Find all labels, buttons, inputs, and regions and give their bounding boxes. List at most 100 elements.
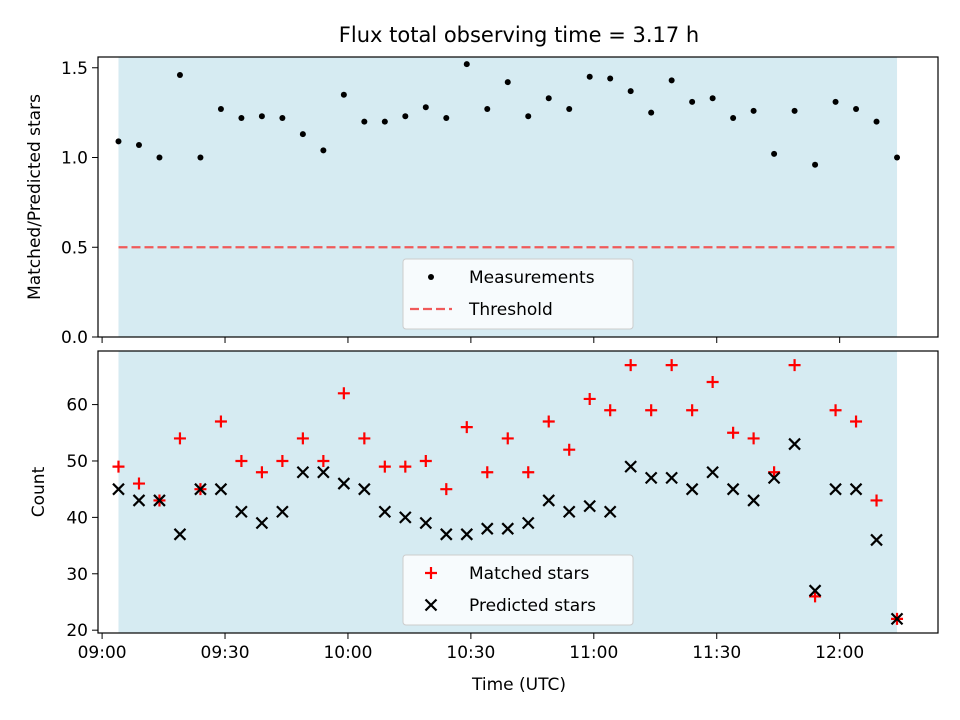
matched-stars-point — [686, 404, 699, 417]
measurement-point — [463, 61, 470, 68]
measurement-point — [402, 113, 409, 120]
predicted-stars-point — [235, 505, 248, 519]
matched-stars-point — [788, 359, 801, 372]
x-tick-label: 09:00 — [78, 643, 127, 663]
measurement-point — [238, 115, 245, 122]
matched-stars-point — [768, 466, 781, 479]
matched-stars-point — [214, 415, 227, 428]
predicted-stars-point — [255, 516, 269, 530]
matched-stars-point — [624, 359, 637, 372]
measurement-point — [627, 88, 634, 95]
measurement-point — [812, 161, 819, 168]
measurement-point — [443, 115, 450, 122]
bottom-y-axis-label: Count — [29, 466, 49, 517]
measurement-point — [340, 91, 347, 98]
measurement-point — [381, 118, 388, 125]
y-tick-label: 60 — [66, 396, 88, 416]
predicted-stars-point — [665, 471, 678, 485]
measurement-point — [709, 95, 716, 102]
predicted-stars-point — [521, 516, 535, 530]
predicted-stars-point — [849, 482, 863, 496]
matched-stars-point — [563, 443, 576, 456]
measurement-point — [791, 107, 798, 114]
predicted-stars-point — [399, 511, 412, 524]
legend-marker-x — [424, 598, 438, 612]
matched-stars-point — [399, 460, 412, 473]
measurement-point — [894, 154, 901, 161]
matched-stars-point — [358, 432, 371, 445]
x-tick-label: 09:30 — [201, 643, 250, 663]
measurement-point — [668, 77, 675, 84]
predicted-stars-point — [685, 482, 699, 496]
predicted-stars-point — [583, 499, 596, 513]
matched-stars-point — [829, 404, 842, 417]
matched-stars-point — [583, 392, 596, 405]
x-tick-label: 10:30 — [446, 643, 495, 663]
predicted-stars-point — [419, 516, 433, 530]
matched-stars-point — [132, 477, 145, 490]
x-tick-label: 11:30 — [692, 643, 741, 663]
measurement-point — [197, 154, 204, 161]
top-y-axis-label: Matched/Predicted stars — [25, 94, 45, 300]
predicted-stars-point — [358, 482, 371, 496]
measurement-point — [504, 79, 511, 86]
measurement-point — [832, 98, 839, 105]
matched-stars-point — [112, 460, 125, 473]
legend-marker-plus — [425, 567, 437, 579]
matched-stars-point — [296, 432, 309, 445]
predicted-stars-point — [542, 494, 556, 507]
matched-stars-point — [419, 454, 432, 467]
measurement-point — [484, 106, 491, 113]
plot-frame — [97, 56, 939, 338]
predicted-stars-point — [173, 528, 187, 541]
matched-stars-point — [870, 494, 883, 507]
matched-stars-point — [809, 590, 822, 603]
matched-stars-point — [747, 432, 760, 445]
x-tick-label: 12:00 — [815, 643, 864, 663]
matched-stars-point — [501, 432, 514, 445]
predicted-stars-point — [317, 465, 330, 479]
measurement-point — [566, 106, 573, 113]
predicted-stars-point — [747, 494, 760, 507]
predicted-stars-point — [194, 482, 207, 496]
legend-label: Predicted stars — [469, 596, 596, 616]
matched-stars-point — [850, 415, 863, 428]
measurement-point — [545, 95, 552, 102]
measurement-point — [115, 138, 122, 145]
y-tick-label: 40 — [66, 508, 88, 528]
matched-stars-point — [235, 454, 248, 467]
predicted-stars-point — [870, 533, 883, 547]
legend-label: Threshold — [468, 300, 553, 320]
measurement-point — [648, 109, 655, 116]
measurement-point — [258, 113, 265, 120]
bottom-panel: 20 30 40 50 60 09:00 09:30 10:00 10:30 11:00 11:30… — [66, 350, 939, 663]
legend-box — [402, 258, 634, 330]
x-tick-label: 10:00 — [323, 643, 372, 663]
matched-stars-point — [317, 454, 330, 467]
matched-stars-point — [665, 359, 678, 372]
legend-marker-dot — [428, 274, 434, 280]
measurement-point — [607, 75, 614, 82]
predicted-stars-point — [153, 494, 166, 507]
predicted-stars-point — [440, 528, 453, 541]
predicted-stars-point — [501, 522, 515, 535]
predicted-stars-point — [603, 505, 617, 519]
predicted-stars-point — [808, 584, 822, 597]
predicted-stars-point — [480, 522, 494, 535]
x-axis-label: Time (UTC) — [471, 675, 566, 695]
measurement-point — [422, 104, 429, 111]
measurement-point — [689, 98, 696, 105]
legend-label: Matched stars — [469, 564, 589, 584]
measurement-point — [299, 131, 306, 138]
matched-stars-point — [706, 376, 719, 389]
legend-label: Measurements — [469, 268, 595, 288]
legend-box — [402, 554, 634, 626]
top-panel: 0.0 0.5 1.0 1.5 Measurements Threshold — [61, 56, 939, 348]
matched-stars-point — [276, 454, 289, 467]
predicted-stars-point — [112, 482, 125, 496]
measurement-point — [217, 106, 224, 113]
predicted-stars-point — [214, 482, 228, 496]
y-tick-label: 1.0 — [61, 149, 88, 169]
matched-stars-point — [378, 460, 391, 473]
